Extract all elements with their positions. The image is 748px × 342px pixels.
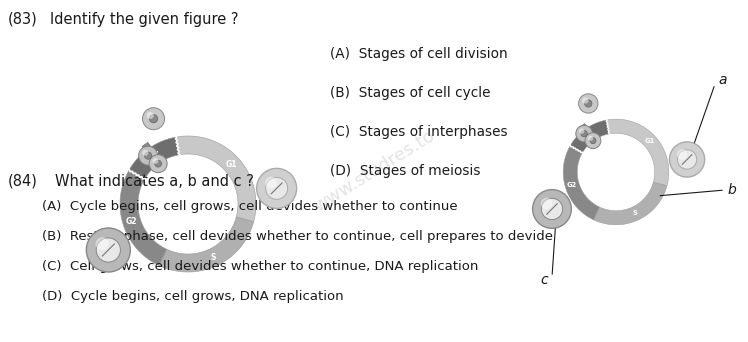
- Circle shape: [579, 94, 598, 113]
- Polygon shape: [159, 217, 254, 272]
- Text: G2: G2: [126, 217, 138, 226]
- Bar: [142, 142, 151, 151]
- Text: G2: G2: [567, 182, 577, 188]
- Circle shape: [147, 112, 154, 119]
- Circle shape: [576, 125, 592, 142]
- Circle shape: [142, 150, 148, 156]
- Circle shape: [266, 177, 288, 199]
- Circle shape: [96, 237, 108, 250]
- Circle shape: [138, 146, 158, 165]
- Text: M: M: [586, 132, 593, 137]
- Circle shape: [581, 130, 587, 137]
- Text: (A)  Cycle begins, cell grows, cell devides whether to continue: (A) Cycle begins, cell grows, cell devid…: [42, 200, 458, 213]
- Text: a: a: [718, 73, 726, 87]
- Text: (D)  Stages of meiosis: (D) Stages of meiosis: [330, 164, 480, 178]
- Text: b: b: [728, 183, 737, 197]
- Circle shape: [669, 142, 705, 177]
- Text: (C)  Stages of interphases: (C) Stages of interphases: [330, 125, 508, 139]
- Text: (B)  Resting phase, cell devides whether to continue, cell prepares to devide: (B) Resting phase, cell devides whether …: [42, 230, 553, 243]
- Circle shape: [86, 228, 130, 272]
- Circle shape: [149, 155, 167, 173]
- Circle shape: [585, 133, 601, 148]
- Circle shape: [265, 177, 277, 189]
- Circle shape: [541, 198, 552, 209]
- Circle shape: [150, 115, 158, 123]
- Text: M: M: [150, 151, 158, 160]
- Circle shape: [582, 97, 589, 104]
- Text: www.studres.to: www.studres.to: [310, 127, 438, 215]
- Text: What indicates a, b and c ?: What indicates a, b and c ?: [55, 174, 254, 189]
- Circle shape: [579, 129, 584, 134]
- Circle shape: [257, 168, 297, 208]
- Polygon shape: [563, 146, 600, 220]
- Circle shape: [155, 160, 162, 167]
- Circle shape: [143, 108, 165, 130]
- Polygon shape: [570, 120, 610, 153]
- Text: (83): (83): [8, 12, 37, 27]
- Polygon shape: [607, 119, 669, 186]
- Text: G1: G1: [645, 139, 655, 144]
- Text: G1: G1: [226, 160, 238, 169]
- Text: (B)  Stages of cell cycle: (B) Stages of cell cycle: [330, 86, 491, 100]
- Circle shape: [533, 189, 571, 228]
- Circle shape: [677, 149, 687, 160]
- Circle shape: [153, 158, 159, 164]
- Text: S: S: [210, 253, 215, 262]
- Circle shape: [590, 137, 596, 144]
- Polygon shape: [120, 170, 167, 266]
- Circle shape: [678, 150, 696, 169]
- Polygon shape: [129, 137, 180, 179]
- Circle shape: [542, 198, 562, 220]
- Text: S: S: [633, 210, 638, 216]
- Text: (A)  Stages of cell division: (A) Stages of cell division: [330, 47, 508, 61]
- Text: (D)  Cycle begins, cell grows, DNA replication: (D) Cycle begins, cell grows, DNA replic…: [42, 290, 343, 303]
- Text: (84): (84): [8, 174, 38, 189]
- Text: c: c: [540, 273, 548, 287]
- Text: Identify the given figure ?: Identify the given figure ?: [50, 12, 239, 27]
- Polygon shape: [594, 182, 667, 225]
- Circle shape: [588, 136, 593, 141]
- Circle shape: [585, 100, 592, 107]
- Bar: [580, 123, 588, 131]
- Circle shape: [144, 152, 152, 159]
- Polygon shape: [177, 136, 256, 222]
- Text: (C)  Cell grows, cell devides whether to continue, DNA replication: (C) Cell grows, cell devides whether to …: [42, 260, 479, 273]
- Circle shape: [96, 238, 120, 262]
